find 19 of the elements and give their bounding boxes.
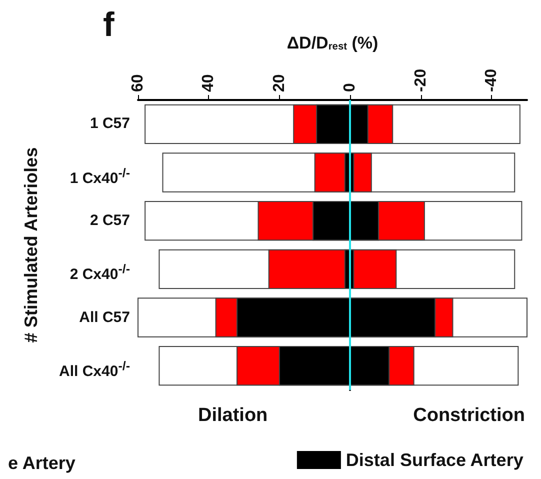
x-tick-label: -40: [483, 68, 500, 92]
y-tick-label: 1 Cx40$^{-/-}$: [70, 164, 130, 188]
x-tick-label: 40: [200, 74, 218, 92]
text: e Artery: [8, 453, 76, 473]
y-tick-label: 2 C57: [90, 210, 130, 231]
y-tick-label: 2 Cx40$^{-/-}$: [70, 261, 130, 286]
x-tick-label: 20: [270, 74, 288, 92]
text: Dilation: [198, 405, 268, 426]
y-tick-label: All Cx40$^{-/-}$: [58, 358, 130, 382]
x-axis-title: ΔD/Drest (%): [286, 33, 378, 52]
x-tick-label: 60: [130, 74, 146, 92]
text: f: [103, 6, 115, 44]
y-tick-label: 1 C57: [90, 114, 130, 134]
x-tick-label: 0: [342, 83, 359, 92]
legend-label: Distal Surface Artery: [346, 450, 524, 470]
y-tick-label: All C57: [79, 308, 130, 328]
x-tick-label: -20: [412, 68, 430, 92]
text: Constriction: [413, 405, 526, 426]
y-axis-title: # Stimulated Arterioles: [21, 147, 41, 343]
